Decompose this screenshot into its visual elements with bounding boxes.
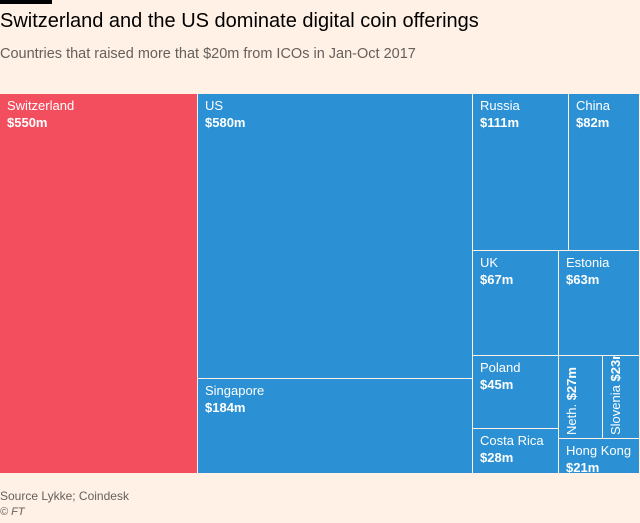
country-value: $550m — [7, 115, 48, 130]
treemap-label: Hong Kong $21m — [566, 442, 632, 474]
country-name: Estonia — [566, 255, 610, 270]
country-value: $21m — [566, 460, 600, 474]
country-value: $580m — [205, 115, 246, 130]
treemap-label: Slovenia $23m — [608, 356, 624, 435]
country-name: Slovenia — [608, 385, 623, 435]
country-value: $23m — [608, 356, 623, 382]
treemap-label: US $580m — [205, 97, 245, 131]
treemap-cell-singapore: Singapore $184m — [198, 379, 473, 474]
country-name: Hong Kong — [566, 443, 632, 458]
country-value: $184m — [205, 400, 246, 415]
treemap-label: UK $67m — [480, 254, 513, 288]
treemap-label: Russia $111m — [480, 97, 520, 131]
treemap-cell-neth: Neth. $27m — [559, 356, 603, 439]
chart-subtitle: Countries that raised more that $20m fro… — [0, 46, 416, 62]
chart-title: Switzerland and the US dominate digital … — [0, 10, 479, 32]
treemap-cell-us: US $580m — [198, 94, 473, 379]
treemap-cell-uk: UK $67m — [473, 251, 559, 356]
treemap-label: Estonia $63m — [566, 254, 609, 288]
treemap-cell-switzerland: Switzerland $550m — [0, 94, 198, 474]
treemap-cell-costa-rica: Costa Rica $28m — [473, 429, 559, 474]
ft-top-bar — [0, 0, 52, 4]
country-value: $67m — [480, 272, 514, 287]
country-name: UK — [480, 255, 499, 270]
country-name: Switzerland — [7, 98, 75, 113]
country-value: $82m — [576, 115, 610, 130]
treemap-cell-estonia: Estonia $63m — [559, 251, 640, 356]
treemap-cell-poland: Poland $45m — [473, 356, 559, 429]
treemap-label: Switzerland $550m — [7, 97, 74, 131]
country-name: Costa Rica — [480, 433, 544, 448]
treemap-cell-hong-kong: Hong Kong $21m — [559, 439, 640, 474]
country-value: $28m — [480, 450, 514, 465]
treemap-label: Singapore $184m — [205, 382, 264, 416]
copyright-note: © FT — [0, 506, 25, 518]
source-note: Source Lykke; Coindesk — [0, 489, 129, 503]
country-value: $111m — [480, 115, 520, 130]
treemap-cell-china: China $82m — [569, 94, 640, 251]
country-name: Poland — [480, 360, 521, 375]
treemap-cell-russia: Russia $111m — [473, 94, 569, 251]
country-name: China — [576, 98, 610, 113]
treemap-cell-slovenia: Slovenia $23m — [603, 356, 640, 439]
treemap-chart: Switzerland $550m US $580m Singapore $184m Rus… — [0, 94, 640, 474]
country-value: $45m — [480, 377, 514, 392]
country-value: $27m — [564, 367, 579, 401]
country-name: Russia — [480, 98, 520, 113]
country-value: $63m — [566, 272, 600, 287]
treemap-label: Costa Rica $28m — [480, 432, 544, 466]
country-name: Neth. — [564, 403, 579, 435]
country-name: Singapore — [205, 383, 265, 398]
treemap-label: China $82m — [576, 97, 610, 131]
country-name: US — [205, 98, 224, 113]
treemap-label: Neth. $27m — [564, 367, 580, 435]
treemap-label: Poland $45m — [480, 359, 520, 393]
